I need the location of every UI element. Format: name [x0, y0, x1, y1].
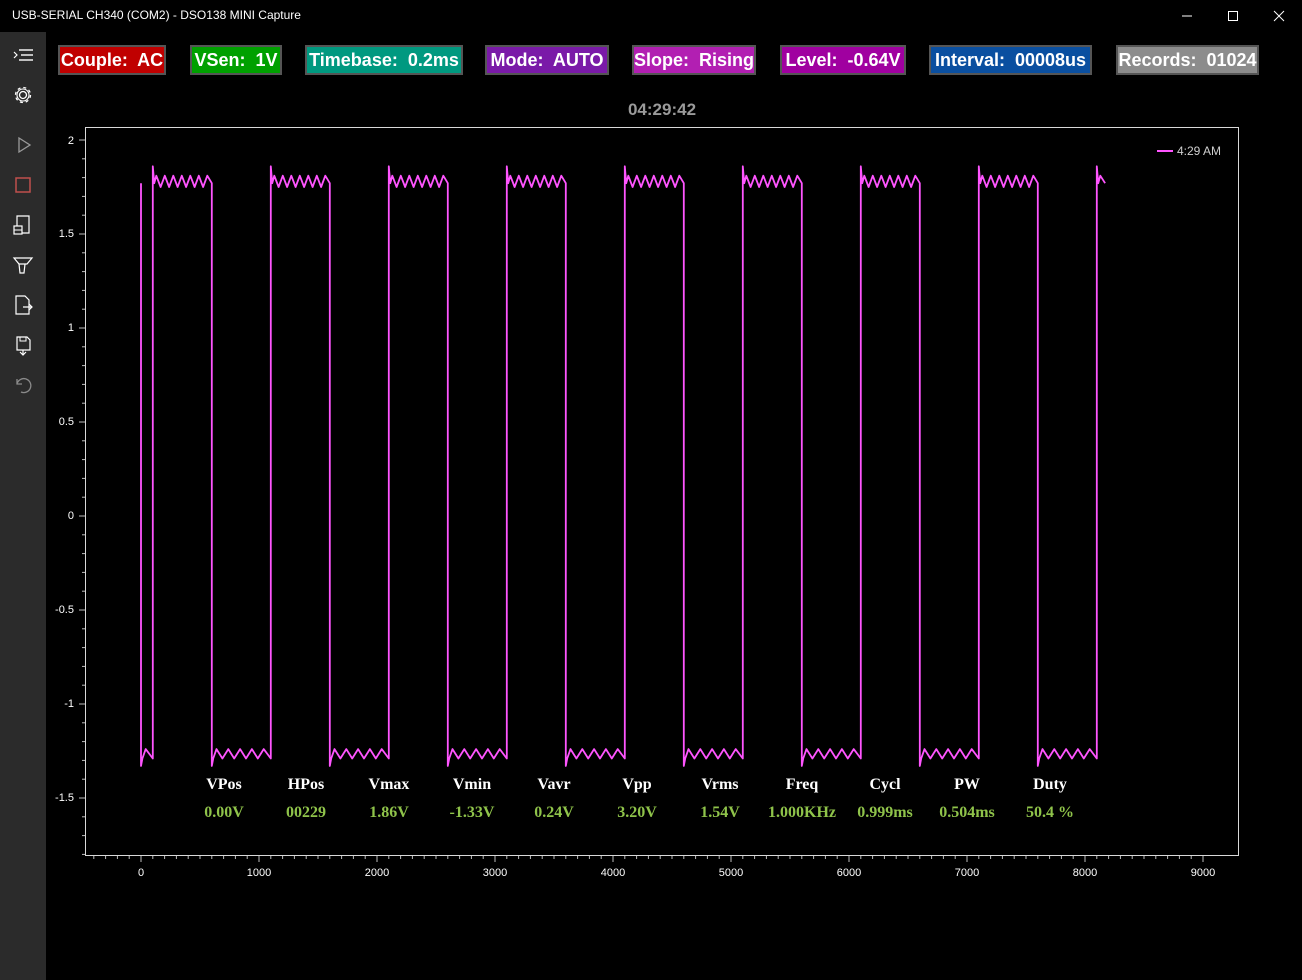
minimize-icon: [1182, 15, 1192, 17]
y-tick-label: 0: [67, 510, 74, 522]
stat-label: HPos: [287, 776, 325, 793]
y-tick-label: 1: [67, 322, 74, 334]
close-button[interactable]: [1256, 0, 1302, 32]
close-icon: [1273, 10, 1285, 22]
stat-value: 00229: [286, 804, 326, 821]
export-icon: [15, 295, 33, 315]
stat-value: -1.33V: [449, 804, 495, 821]
stat-value: 1.54V: [700, 804, 740, 821]
y-tick-label: -1.5: [55, 792, 74, 804]
play-button[interactable]: [8, 130, 38, 160]
capture-icon: [13, 215, 30, 235]
capture-button[interactable]: [8, 210, 38, 240]
x-tick-label: 4000: [600, 867, 626, 879]
settings-icon: [14, 86, 32, 104]
minimize-button[interactable]: [1164, 0, 1210, 32]
stat-label: Duty: [1033, 776, 1067, 793]
y-tick-label: 1.5: [58, 228, 74, 240]
stop-button[interactable]: [8, 170, 38, 200]
undo-button[interactable]: [8, 370, 38, 400]
stat-label: Vmax: [368, 776, 410, 793]
trigger-icon: [12, 257, 34, 274]
x-tick-label: 9000: [1190, 867, 1216, 879]
slope-badge[interactable]: Slope: Rising: [632, 45, 756, 75]
save-icon: [16, 336, 31, 356]
window-title: USB-SERIAL CH340 (COM2) - DSO138 MINI Ca…: [12, 8, 301, 22]
x-tick-label: 1000: [246, 867, 272, 879]
waveform-series: [140, 165, 1106, 767]
vsen-badge[interactable]: VSen: 1V: [190, 45, 282, 75]
records-badge[interactable]: Records: 01024: [1116, 45, 1259, 75]
chart-legend: 4:29 AM: [1157, 144, 1221, 158]
legend-swatch: [1157, 150, 1173, 152]
undo-icon: [16, 377, 32, 394]
stat-label: VPos: [206, 776, 242, 793]
legend-label: 4:29 AM: [1177, 144, 1222, 158]
stat-value: 1.86V: [369, 804, 409, 821]
trigger-button[interactable]: [8, 250, 38, 280]
plot-area[interactable]: [85, 127, 1239, 856]
menu-icon: [13, 49, 33, 61]
stat-value: 1.000KHz: [768, 804, 836, 821]
stat-value: 0.999ms: [857, 804, 913, 821]
stat-value: 0.00V: [204, 804, 244, 821]
sidebar: [0, 32, 46, 980]
maximize-button[interactable]: [1210, 0, 1256, 32]
axis-ticks: [79, 139, 1204, 862]
stat-label: Vavr: [537, 776, 571, 793]
x-tick-label: 2000: [364, 867, 390, 879]
x-tick-label: 8000: [1072, 867, 1098, 879]
stat-label: Vpp: [622, 776, 652, 793]
stat-label: Freq: [785, 776, 819, 793]
stat-value: 50.4 %: [1026, 804, 1074, 821]
y-tick-label: 2: [67, 135, 74, 147]
mode-badge[interactable]: Mode: AUTO: [485, 45, 609, 75]
stat-label: PW: [954, 776, 980, 793]
y-tick-label: -1: [64, 698, 74, 710]
title-bar: USB-SERIAL CH340 (COM2) - DSO138 MINI Ca…: [0, 0, 1302, 32]
stat-label: Vrms: [701, 776, 739, 793]
x-tick-label: 6000: [836, 867, 862, 879]
stat-label: Cycl: [869, 776, 901, 793]
capture-time: 04:29:42: [627, 100, 697, 119]
menu-button[interactable]: [8, 40, 38, 70]
save-button[interactable]: [8, 330, 38, 360]
x-tick-label: 3000: [482, 867, 508, 879]
y-tick-label: -0.5: [55, 604, 74, 616]
y-tick-label: 0.5: [58, 416, 74, 428]
level-badge[interactable]: Level: -0.64V: [780, 45, 906, 75]
stat-label: Vmin: [452, 776, 492, 793]
stat-value: 0.504ms: [939, 804, 995, 821]
x-tick-label: 7000: [954, 867, 980, 879]
export-button[interactable]: [8, 290, 38, 320]
stop-icon: [15, 177, 31, 193]
play-icon: [18, 136, 32, 154]
settings-button[interactable]: [8, 80, 38, 110]
maximize-icon: [1228, 11, 1238, 21]
stat-value: 3.20V: [617, 804, 657, 821]
interval-badge[interactable]: Interval: 00008us: [929, 45, 1092, 75]
stat-value: 0.24V: [534, 804, 574, 821]
couple-badge[interactable]: Couple: AC: [58, 45, 166, 75]
timebase-badge[interactable]: Timebase: 0.2ms: [305, 45, 463, 75]
x-tick-label: 5000: [718, 867, 744, 879]
x-tick-label: 0: [137, 867, 145, 879]
